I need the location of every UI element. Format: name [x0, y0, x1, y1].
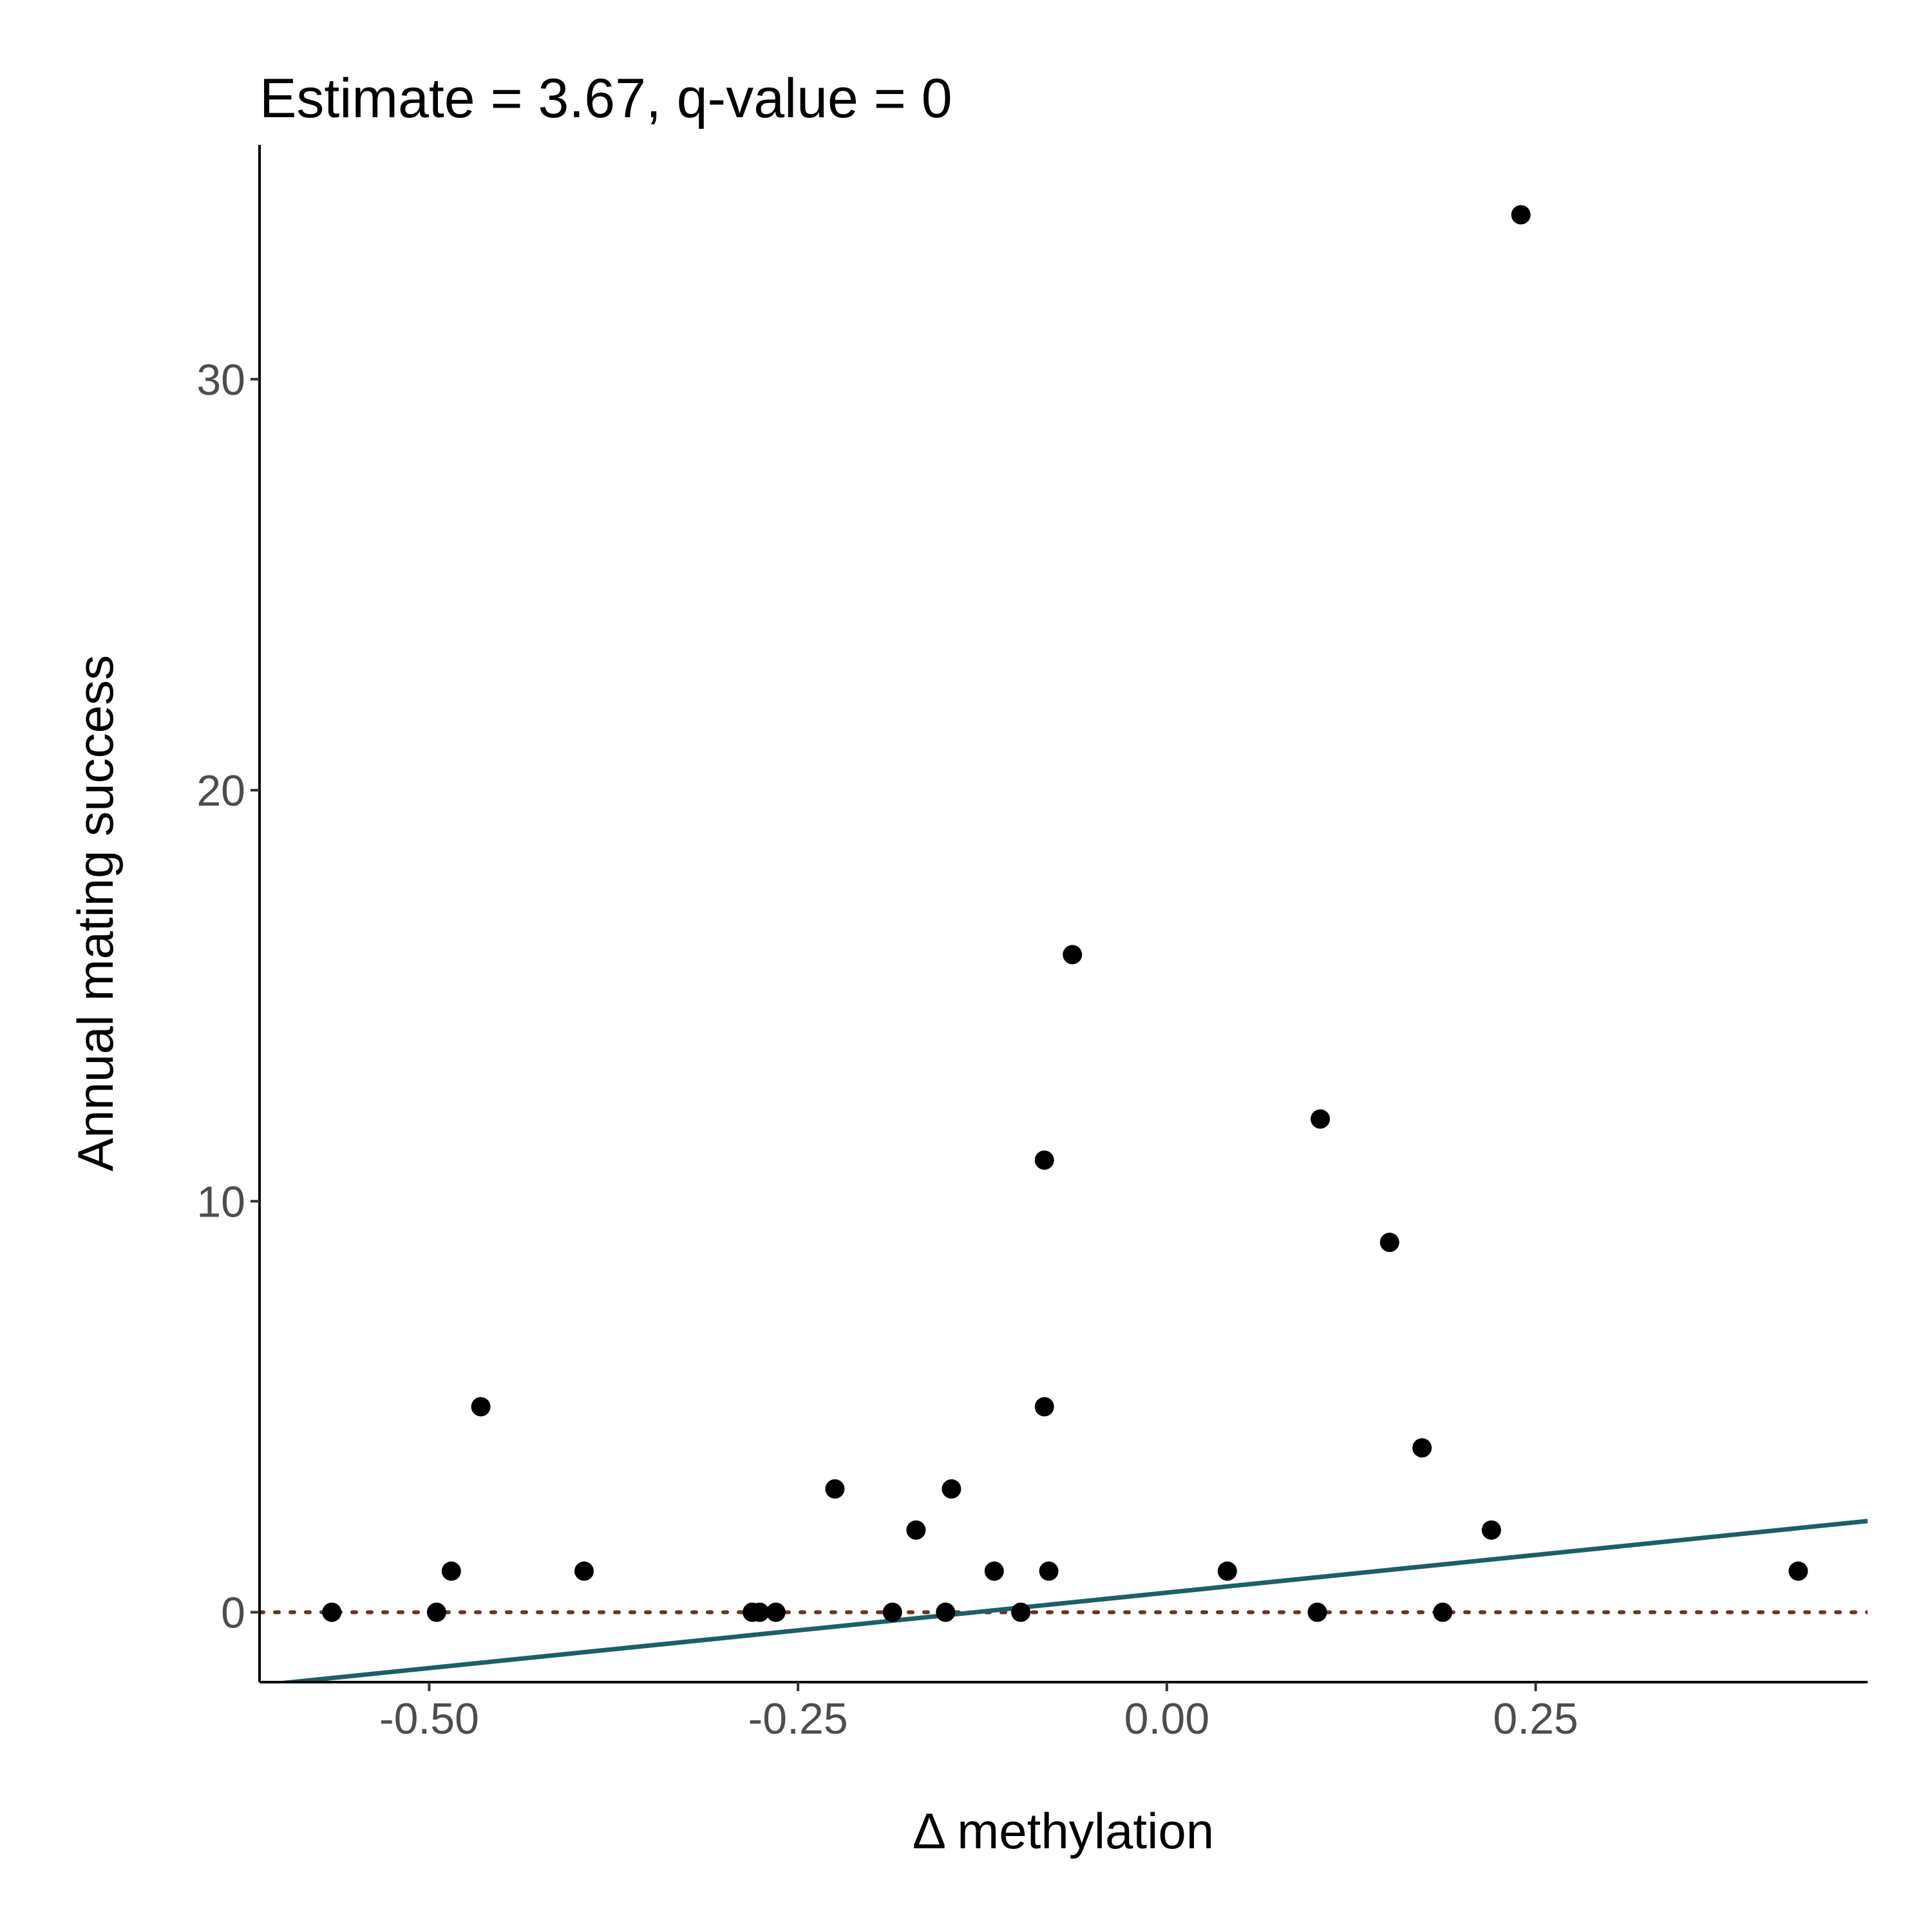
data-point: [1217, 1561, 1237, 1581]
data-point: [906, 1520, 926, 1540]
data-point: [322, 1602, 342, 1622]
y-tick-label: 20: [196, 766, 245, 815]
data-point: [1481, 1520, 1501, 1540]
data-point: [1039, 1561, 1059, 1581]
data-point: [1063, 945, 1083, 965]
data-point: [574, 1561, 594, 1581]
x-tick-label: 0.00: [1124, 1694, 1209, 1743]
chart-title: Estimate = 3.67, q-value = 0: [260, 68, 952, 129]
data-point: [750, 1602, 770, 1622]
data-point: [1034, 1150, 1054, 1170]
data-point: [984, 1561, 1004, 1581]
data-point: [1311, 1109, 1331, 1129]
tick-group: -0.50 -0.25 0.00 0.25 0 10 20 30: [196, 355, 1578, 1743]
data-point: [1011, 1602, 1031, 1622]
axes: [258, 145, 1868, 1683]
data-point: [766, 1602, 786, 1622]
plot-panel: [260, 1519, 1868, 1682]
plot-area: [260, 205, 1868, 1682]
data-point: [942, 1479, 961, 1499]
data-point: [936, 1602, 956, 1622]
fit-line: [269, 1519, 1868, 1682]
data-point: [1379, 1233, 1399, 1253]
x-tick-label: 0.25: [1493, 1694, 1578, 1743]
y-tick-label: 0: [221, 1589, 245, 1638]
y-axis-label: Annual mating success: [67, 655, 124, 1171]
x-axis-label: Δ methylation: [913, 1803, 1214, 1859]
data-point: [1511, 205, 1531, 225]
y-tick-label: 10: [196, 1177, 245, 1226]
x-tick-label: -0.50: [379, 1694, 479, 1743]
data-point: [1433, 1602, 1453, 1622]
data-point: [882, 1602, 902, 1622]
data-point: [471, 1397, 491, 1417]
data-point: [1412, 1438, 1432, 1458]
data-point: [441, 1561, 461, 1581]
x-tick-label: -0.25: [748, 1694, 848, 1743]
data-point: [825, 1479, 845, 1499]
data-point: [1307, 1602, 1327, 1622]
data-point: [1788, 1561, 1808, 1581]
data-point: [426, 1602, 446, 1622]
data-point: [1034, 1397, 1054, 1417]
y-tick-label: 30: [196, 355, 245, 404]
